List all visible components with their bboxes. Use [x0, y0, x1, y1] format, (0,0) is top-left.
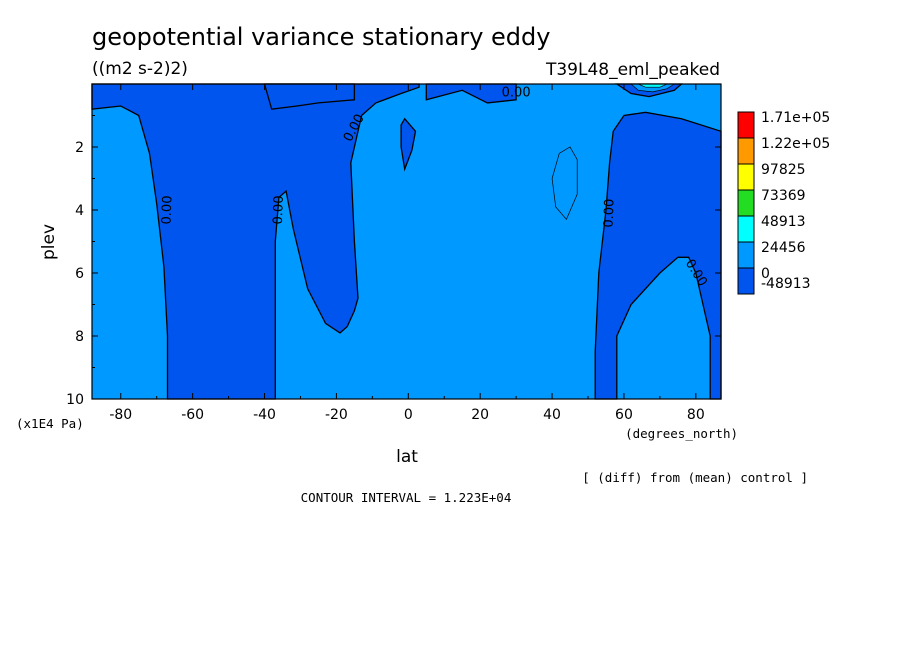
colorbar: 1.71e+05 1.22e+05 97825 73369 48913 24456 0-48… [737, 110, 830, 295]
colorbar-label: 1.71e+05 [761, 110, 830, 126]
colorbar-label: 24456 [761, 240, 806, 256]
colorbar-swatch [737, 137, 755, 165]
x-tick-label: -20 [325, 407, 348, 423]
contour-label: 0.00 [271, 195, 287, 224]
diff-note: [ (diff) from (mean) control ] [582, 470, 808, 485]
contour-label: 0.00 [159, 195, 175, 224]
y-tick-label: 4 [75, 203, 84, 219]
y-tick-label: 8 [75, 329, 84, 345]
contour-region [400, 117, 417, 172]
x-tick-label: 80 [687, 407, 705, 423]
contour-interval: CONTOUR INTERVAL = 1.223E+04 [301, 490, 512, 505]
y-tick-label: 10 [66, 392, 84, 408]
contour-label: 0.00 [602, 198, 618, 227]
y-tick-label: 6 [75, 266, 84, 282]
colorbar-swatch [737, 241, 755, 269]
y-tick-label: 2 [75, 140, 84, 156]
colorbar-label: 97825 [761, 162, 806, 178]
x-tick-label: 40 [543, 407, 561, 423]
colorbar-label: 1.22e+05 [761, 136, 830, 152]
contour-region [551, 146, 578, 221]
plot-area [91, 83, 722, 400]
chart-title: geopotential variance stationary eddy [92, 23, 550, 51]
colorbar-swatch [737, 215, 755, 243]
colorbar-label: 73369 [761, 188, 806, 204]
x-tick-label: -40 [253, 407, 276, 423]
colorbar-label: -48913 [761, 276, 811, 292]
x-axis-label: lat [396, 447, 418, 467]
x-tick-label: -80 [109, 407, 132, 423]
contour-label: 0.00 [502, 85, 531, 100]
x-tick-label: 60 [615, 407, 633, 423]
experiment-label: T39L48_eml_peaked [545, 60, 720, 80]
x-axis-units: (degrees_north) [625, 426, 738, 441]
x-axis: -80 -60 -40 -20 0 20 40 60 80 [109, 84, 705, 423]
colorbar-swatch [737, 267, 755, 295]
contour-region [91, 83, 420, 400]
y-axis-units: (x1E4 Pa) [16, 416, 84, 431]
y-axis: 2 4 6 8 10 [66, 115, 721, 408]
y-axis-label: plev [39, 224, 59, 260]
x-tick-label: 0 [404, 407, 413, 423]
colorbar-swatch [737, 189, 755, 217]
x-tick-label: 20 [471, 407, 489, 423]
colorbar-label: 48913 [761, 214, 806, 230]
colorbar-swatch [737, 111, 755, 139]
colorbar-label: 0 [761, 266, 770, 282]
colorbar-swatch [737, 163, 755, 191]
units-label: ((m2 s-2)2) [92, 59, 188, 79]
x-tick-label: -60 [181, 407, 204, 423]
